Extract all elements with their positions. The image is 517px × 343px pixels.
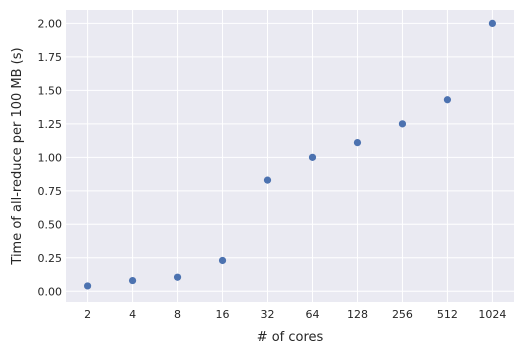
x-tick-label: 1024	[478, 308, 506, 321]
data-point	[489, 20, 496, 27]
y-tick-label: 0.25	[38, 252, 63, 265]
data-point	[354, 139, 361, 146]
data-point	[444, 96, 451, 103]
x-tick-label: 8	[174, 308, 181, 321]
x-axis-label: # of cores	[257, 330, 324, 343]
data-point	[174, 274, 181, 281]
x-tick-label: 64	[305, 308, 319, 321]
data-point	[129, 277, 136, 284]
data-point	[399, 120, 406, 127]
x-tick-label: 4	[129, 308, 136, 321]
y-tick-label: 0.50	[38, 218, 63, 231]
x-tick-label: 32	[261, 308, 275, 321]
x-tick-label: 128	[347, 308, 368, 321]
data-point	[309, 154, 316, 161]
y-tick-label: 1.50	[38, 84, 63, 97]
y-tick-label: 1.75	[38, 51, 63, 64]
y-tick-label: 1.00	[38, 151, 63, 164]
data-point	[84, 282, 91, 289]
y-tick-label: 0.75	[38, 185, 63, 198]
x-tick-label: 256	[392, 308, 413, 321]
data-point	[264, 177, 271, 184]
y-axis-label: Time of all-reduce per 100 MB (s)	[10, 47, 25, 265]
x-tick-label: 2	[84, 308, 91, 321]
x-tick-label: 512	[437, 308, 458, 321]
y-tick-label: 1.25	[38, 118, 63, 131]
x-tick-label: 16	[216, 308, 230, 321]
y-axis-ticks: 0.00 0.25 0.50 0.75 1.00 1.25 1.50 1.75 2.00	[38, 17, 63, 298]
data-point	[219, 257, 226, 264]
x-axis-ticks: 2 4 8 16 32 64 128 256 512 1024	[84, 308, 506, 321]
y-tick-label: 0.00	[38, 285, 63, 298]
y-tick-label: 2.00	[38, 17, 63, 30]
